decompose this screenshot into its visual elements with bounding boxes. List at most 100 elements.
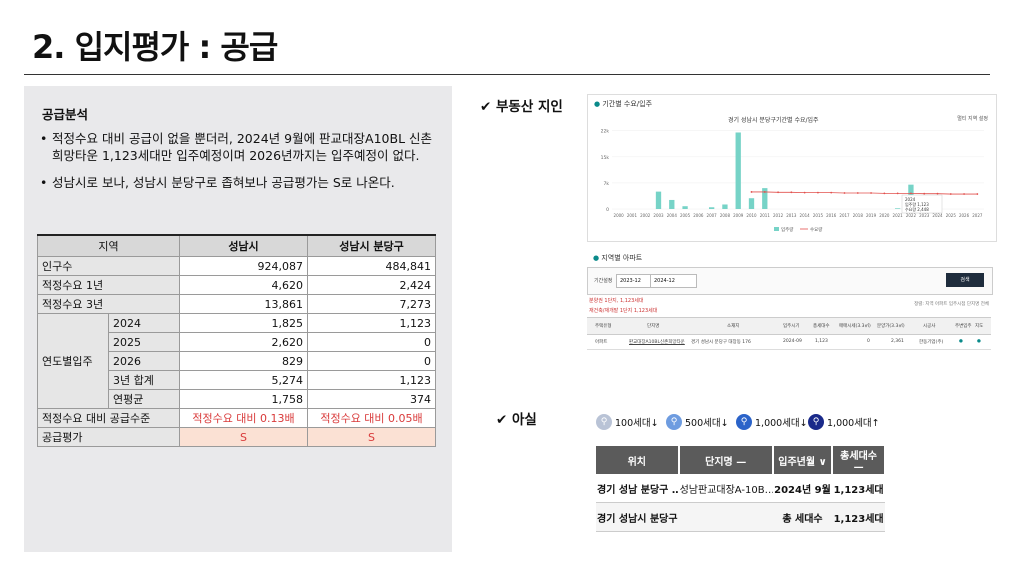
x-tick-label: 2012 — [773, 213, 784, 218]
table-row[interactable]: 경기 성남 분당구 … 성남판교대장A-10B… 2024년 9월 1,123세… — [596, 474, 885, 503]
source-label-jiin: ✔ 부동산 지인 — [480, 99, 563, 115]
search-pin-icon: ⚲ — [808, 414, 824, 430]
bar — [655, 191, 662, 209]
table-row[interactable]: 아파트 판교대장A10BL신촌희망타운 경기 성남시 분당구 대장동 176 2… — [587, 335, 991, 350]
search-pin-icon: ⚲ — [596, 414, 612, 430]
demand-point — [923, 192, 926, 195]
legend-swatch — [774, 227, 779, 231]
col-location[interactable]: 위치 — [596, 446, 680, 474]
y-tick-label: 0 — [606, 207, 609, 213]
x-tick-label: 2017 — [839, 213, 850, 218]
tooltip-box — [901, 194, 943, 214]
legend-item[interactable]: ⚲ 500세대↓ — [666, 414, 729, 430]
table-row: 경기 성남시 분당구 총 세대수 1,123세대 — [596, 502, 885, 532]
date-to-input[interactable]: 2024-12 — [650, 274, 697, 288]
table-row: 적정수요 3년 13,861 7,273 — [37, 294, 436, 314]
apartment-table-header: 주택유형 단지명 소재지 입주시기 총세대수 매매시세(3.3㎡) 분양가(3.… — [587, 317, 991, 335]
demand-point — [976, 193, 979, 195]
table-row: 인구수 924,087 484,841 — [37, 256, 436, 276]
x-tick-label: 2013 — [786, 213, 797, 218]
x-tick-label: 2011 — [760, 213, 771, 218]
yearly-label: 연도별입주 — [37, 313, 109, 409]
search-button[interactable]: 검색 — [946, 273, 984, 287]
asil-table: 위치 단지명 — 입주년월 ∨ 총세대수 — 경기 성남 분당구 … 성남판교대… — [596, 446, 886, 532]
map-icon[interactable]: ● — [977, 339, 981, 344]
legend-label: 입주량 — [781, 226, 793, 233]
demand-point — [817, 191, 819, 194]
col-complex[interactable]: 단지명 — — [678, 446, 774, 474]
x-tick-label: 2010 — [746, 213, 757, 218]
search-pin-icon: ⚲ — [736, 414, 752, 430]
info-icon: ● — [593, 254, 600, 262]
source-label-asil: ✔ 아실 — [496, 412, 537, 428]
bullet-item: • 적정수요 대비 공급이 없을 뿐더러, 2024년 9월에 판교대장A10BL… — [40, 130, 440, 164]
x-tick-label: 2009 — [733, 213, 744, 218]
demand-point — [790, 191, 793, 194]
bullet-text: 성남시로 보나, 성남시 분당구로 좁혀보나 공급평가는 S로 나온다. — [52, 175, 395, 190]
legend-item[interactable]: ⚲ 1,000세대↓ — [736, 414, 808, 430]
col-households[interactable]: 총세대수 — — [832, 446, 886, 474]
analysis-heading: 공급분석 — [42, 107, 89, 122]
col-header-region: 지역 — [37, 234, 180, 257]
x-tick-label: 2014 — [800, 213, 811, 218]
legend-label: 수요량 — [810, 226, 822, 233]
demand-point — [830, 191, 833, 194]
x-tick-label: 2027 — [972, 213, 983, 218]
title-divider — [24, 74, 990, 75]
bar — [669, 199, 675, 209]
legend-item[interactable]: ⚲ 100세대↓ — [596, 414, 659, 430]
x-tick-label: 2019 — [866, 213, 877, 218]
x-tick-label: 2020 — [879, 213, 890, 218]
supply-analysis-panel: 공급분석 • 적정수요 대비 공급이 없을 뿐더러, 2024년 9월에 판교대장… — [24, 86, 452, 552]
demand-point — [936, 192, 939, 195]
bar — [722, 204, 728, 209]
x-tick-label: 2024 — [932, 213, 943, 218]
bar — [748, 198, 755, 209]
x-tick-label: 2022 — [906, 213, 917, 218]
jiin-chart-screenshot: ● 기간별 수요/입주 경기 성남시 분당구기간별 수요/입주 멀티 지역 설정… — [587, 94, 997, 242]
chart-title: 경기 성남시 분당구기간별 수요/입주 — [728, 117, 819, 124]
pin-icon[interactable]: ● — [959, 339, 963, 344]
x-tick-label: 2004 — [667, 213, 678, 218]
x-tick-label: 2003 — [653, 213, 664, 218]
demand-point — [896, 192, 899, 195]
page-title: 2. 입지평가 : 공급 — [32, 28, 278, 66]
x-tick-label: 2015 — [813, 213, 824, 218]
x-tick-label: 2026 — [959, 213, 970, 218]
bar — [682, 206, 688, 209]
count-line-2: 재건축/재개발 1단지 1,123세대 — [589, 308, 658, 314]
demand-point — [803, 191, 806, 194]
bar — [894, 208, 901, 209]
demand-point — [883, 192, 886, 195]
bar — [762, 188, 768, 209]
x-tick-label: 2008 — [720, 213, 731, 218]
x-tick-label: 2018 — [853, 213, 864, 218]
demand-point — [763, 191, 766, 193]
date-filter: 기간설정 2023-12 2024-12 검색 — [587, 267, 993, 295]
demand-point — [963, 193, 965, 195]
info-icon: ● — [594, 100, 601, 108]
x-tick-label: 2016 — [826, 213, 837, 218]
x-tick-label: 2000 — [614, 213, 625, 218]
sort-options[interactable]: 정렬: 지역 아파트 입주시점 단지명 전체 — [914, 302, 989, 307]
bar — [735, 132, 741, 209]
y-tick-label: 7k — [604, 181, 610, 187]
x-tick-label: 2005 — [680, 213, 691, 218]
demand-point — [870, 192, 872, 194]
asil-screenshot: ⚲ 100세대↓ ⚲ 500세대↓ ⚲ 1,000세대↓ ⚲ 1,000세대↑ 위치 단… — [596, 408, 886, 532]
x-tick-label: 2001 — [627, 213, 638, 218]
demand-point — [949, 193, 952, 195]
filter-label: 기간설정 — [594, 278, 613, 284]
jiin-apartment-screenshot: ● 지역별 아파트 기간설정 2023-12 2024-12 검색 분양권 1단… — [587, 251, 995, 356]
multi-region-button[interactable]: 멀티 지역 설정 — [957, 116, 988, 122]
col-date[interactable]: 입주년월 ∨ — [772, 446, 834, 474]
table-header-text: 지역별 아파트 — [601, 254, 643, 262]
bullet-text: 적정수요 대비 공급이 없을 뿐더러, 2024년 9월에 판교대장A10BL … — [52, 131, 433, 163]
demand-point — [856, 192, 859, 194]
legend-item[interactable]: ⚲ 1,000세대↑ — [808, 414, 880, 430]
analysis-bullets: • 적정수요 대비 공급이 없을 뿐더러, 2024년 9월에 판교대장A10BL… — [40, 130, 440, 201]
x-tick-label: 2021 — [893, 213, 904, 218]
count-line-1: 분양권 1단지, 1,123세대 — [589, 298, 644, 304]
chart-header: ● 기간별 수요/입주 — [594, 99, 652, 109]
